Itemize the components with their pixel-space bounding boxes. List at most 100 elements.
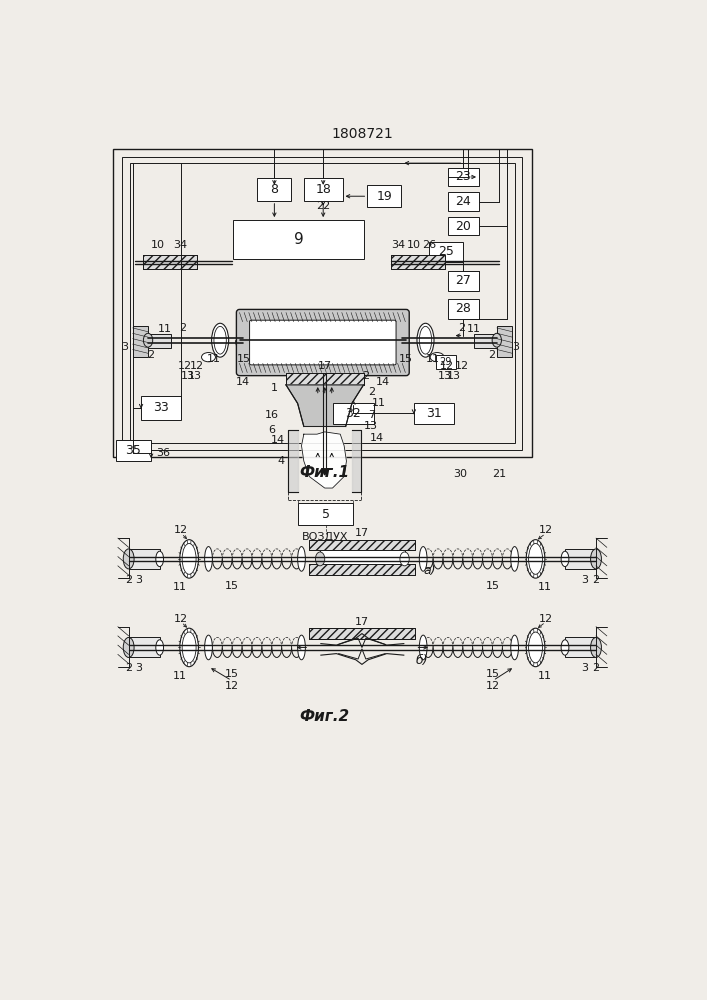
Text: 15: 15 xyxy=(236,354,250,364)
Bar xyxy=(115,440,151,461)
Text: 13: 13 xyxy=(188,371,202,381)
Bar xyxy=(113,149,532,457)
Ellipse shape xyxy=(123,637,134,657)
Text: 28: 28 xyxy=(455,302,472,315)
Ellipse shape xyxy=(417,323,434,357)
Ellipse shape xyxy=(156,640,163,655)
Ellipse shape xyxy=(204,635,212,660)
Text: 2: 2 xyxy=(180,323,187,333)
Bar xyxy=(436,355,456,369)
Text: 2: 2 xyxy=(458,323,465,333)
Text: б): б) xyxy=(415,654,428,667)
Text: 17: 17 xyxy=(317,361,332,371)
Polygon shape xyxy=(301,432,346,488)
Text: 33: 33 xyxy=(153,401,169,414)
Text: 9: 9 xyxy=(293,232,303,247)
Ellipse shape xyxy=(182,544,196,574)
Text: 1: 1 xyxy=(271,383,278,393)
Text: 12: 12 xyxy=(189,361,204,371)
Polygon shape xyxy=(288,430,298,492)
Ellipse shape xyxy=(510,635,518,660)
FancyBboxPatch shape xyxy=(236,309,409,376)
Ellipse shape xyxy=(590,637,602,657)
Bar xyxy=(129,637,160,657)
Bar xyxy=(286,373,363,385)
Ellipse shape xyxy=(430,353,444,362)
Ellipse shape xyxy=(526,540,545,578)
Text: 11: 11 xyxy=(538,582,552,592)
Bar xyxy=(391,255,445,269)
Text: 3: 3 xyxy=(135,575,142,585)
Text: 14: 14 xyxy=(376,377,390,387)
Text: 29: 29 xyxy=(440,357,452,367)
Text: Фиг.2: Фиг.2 xyxy=(300,709,350,724)
Bar xyxy=(143,255,197,269)
Ellipse shape xyxy=(144,333,153,347)
Polygon shape xyxy=(286,385,363,426)
Ellipse shape xyxy=(180,540,199,578)
Text: 6: 6 xyxy=(269,425,276,435)
Text: 24: 24 xyxy=(455,195,472,208)
Text: 36: 36 xyxy=(156,448,170,458)
Text: 34: 34 xyxy=(391,240,405,250)
FancyBboxPatch shape xyxy=(250,320,396,365)
Text: 11: 11 xyxy=(467,324,481,334)
Bar xyxy=(143,255,197,269)
Ellipse shape xyxy=(529,544,542,574)
Bar xyxy=(309,540,416,550)
Bar xyxy=(129,549,160,569)
Text: 12: 12 xyxy=(539,614,553,624)
Text: 3: 3 xyxy=(135,663,142,673)
Bar xyxy=(130,163,515,443)
Ellipse shape xyxy=(561,551,569,567)
Text: 17: 17 xyxy=(355,617,369,627)
Text: 7: 7 xyxy=(368,410,375,420)
Bar xyxy=(132,326,148,357)
Text: 11: 11 xyxy=(173,671,187,681)
Text: 11: 11 xyxy=(207,354,221,364)
Text: 12: 12 xyxy=(175,614,189,624)
Ellipse shape xyxy=(298,635,305,660)
Bar xyxy=(414,403,454,424)
Ellipse shape xyxy=(298,547,305,571)
Text: 13: 13 xyxy=(438,371,452,381)
Bar xyxy=(448,271,479,291)
Text: 10: 10 xyxy=(151,240,165,250)
Ellipse shape xyxy=(419,547,427,571)
Text: 2: 2 xyxy=(592,575,600,585)
Text: 14: 14 xyxy=(370,433,384,443)
Ellipse shape xyxy=(419,635,427,660)
Bar xyxy=(298,503,354,525)
Ellipse shape xyxy=(182,632,196,663)
Bar xyxy=(391,255,445,269)
Text: 5: 5 xyxy=(322,508,329,521)
Text: 10: 10 xyxy=(407,240,421,250)
Text: 13: 13 xyxy=(364,421,378,431)
Text: 23: 23 xyxy=(455,170,472,183)
Text: 14: 14 xyxy=(271,435,286,445)
Ellipse shape xyxy=(201,353,216,362)
Bar xyxy=(497,326,513,357)
Ellipse shape xyxy=(529,632,542,663)
Bar xyxy=(333,403,373,424)
Text: 12: 12 xyxy=(455,361,469,371)
Ellipse shape xyxy=(419,326,432,354)
Text: Фиг.1: Фиг.1 xyxy=(300,465,350,480)
Text: ВОЗДУХ: ВОЗДУХ xyxy=(301,532,348,542)
Ellipse shape xyxy=(204,547,212,571)
Text: 2: 2 xyxy=(125,663,132,673)
Polygon shape xyxy=(322,469,328,475)
Text: 18: 18 xyxy=(315,183,331,196)
Text: 25: 25 xyxy=(438,245,455,258)
Bar xyxy=(122,157,522,450)
Text: 15: 15 xyxy=(486,669,500,679)
Text: 2: 2 xyxy=(147,350,154,360)
Text: 2: 2 xyxy=(125,575,132,585)
Bar xyxy=(474,334,497,348)
Text: 3: 3 xyxy=(581,663,588,673)
Bar xyxy=(309,540,416,550)
Text: 13: 13 xyxy=(447,371,461,381)
Text: 11: 11 xyxy=(426,354,440,364)
Bar xyxy=(309,564,416,575)
Ellipse shape xyxy=(561,640,569,655)
